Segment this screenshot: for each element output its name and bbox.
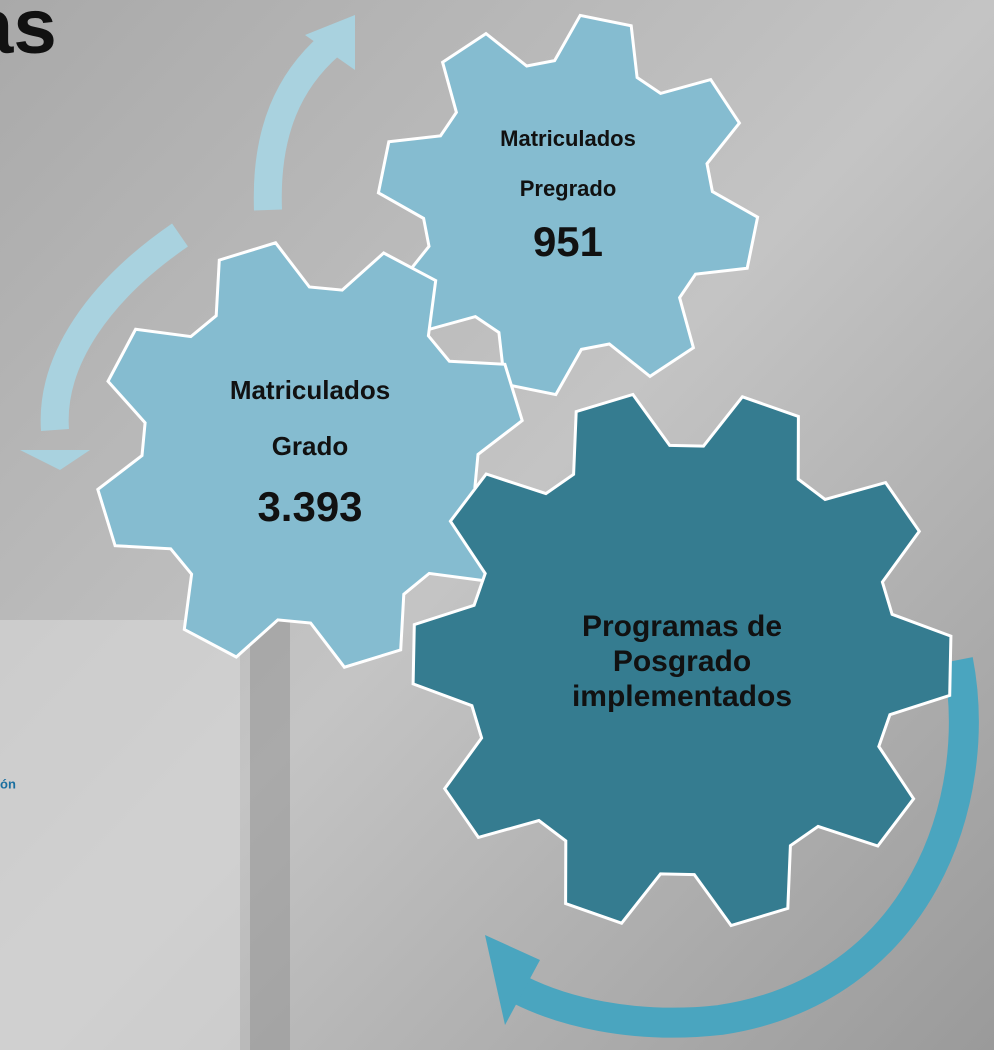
- gear-label: Pregrado: [520, 176, 617, 201]
- gear-value: 3.393: [257, 483, 362, 530]
- slide-title: as: [0, 0, 57, 70]
- gear-label: Grado: [272, 431, 349, 461]
- gear-label: Matriculados: [500, 126, 636, 151]
- background-shape: [250, 600, 290, 1050]
- gear-label: implementados: [572, 680, 792, 713]
- gear-label: Matriculados: [230, 375, 390, 405]
- background-shape: [0, 620, 240, 1050]
- page: Matriculados Pregrado 951 Matriculados Grado…: [0, 0, 994, 1050]
- gear-label: Programas de: [582, 610, 782, 643]
- gear-label: Posgrado: [613, 645, 751, 678]
- gear-value: 951: [533, 218, 603, 265]
- slide: Matriculados Pregrado 951 Matriculados Grado…: [0, 0, 994, 1050]
- footer-text: ón: [0, 776, 16, 791]
